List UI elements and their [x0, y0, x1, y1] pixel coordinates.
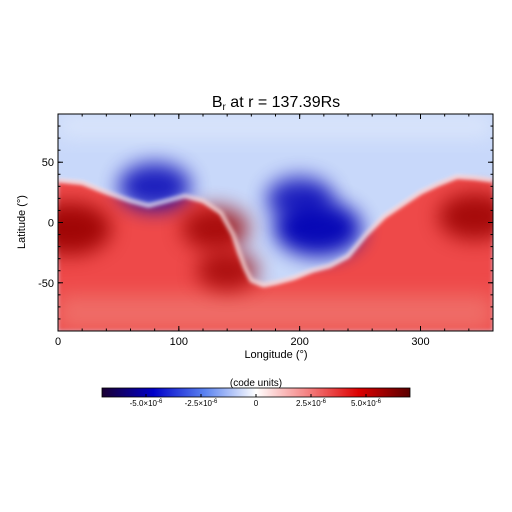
polarity-neutral-line: [58, 175, 493, 287]
x-tick-label: 200: [290, 336, 308, 348]
positive-polarity-region: [58, 176, 493, 331]
heatmap-area: [58, 114, 493, 331]
northern-weak-field: [58, 114, 493, 139]
x-axis-label: Longitude (°): [244, 349, 307, 361]
chart-title: Br at r = 137.39Rs: [212, 94, 340, 113]
colorbar-tick-label: 5.0×10-6: [351, 399, 382, 408]
x-axis-ticks: 0 100 200 300: [55, 114, 494, 348]
colorbar-tick-label: 0: [254, 399, 259, 408]
y-tick-label: 0: [48, 218, 54, 230]
negative-field-concentration: [266, 176, 334, 221]
y-tick-label: -50: [38, 278, 54, 290]
colorbar-tick-label: 2.5×10-6: [296, 399, 327, 408]
colorbar-tick-label: -5.0×10-6: [130, 399, 163, 408]
y-tick-label: 50: [42, 157, 54, 169]
y-axis-label: Latitude (°): [16, 195, 28, 249]
positive-field-concentration: [58, 202, 112, 255]
southern-weak-field: [58, 294, 493, 331]
x-tick-label: 300: [411, 336, 429, 348]
y-axis-ticks: -50 0 50: [38, 125, 493, 320]
positive-field-concentration: [181, 206, 249, 251]
colorbar-label: (code units): [230, 378, 282, 389]
x-tick-label: 100: [170, 336, 188, 348]
colorbar-tick-label: -2.5×10-6: [185, 399, 218, 408]
positive-field-concentration: [438, 192, 493, 240]
x-tick-label: 0: [55, 336, 61, 348]
positive-field-concentration: [196, 250, 258, 291]
colorbar-ticks: -5.0×10-6 -2.5×10-6 0 2.5×10-6 5.0×10-6: [130, 394, 382, 408]
